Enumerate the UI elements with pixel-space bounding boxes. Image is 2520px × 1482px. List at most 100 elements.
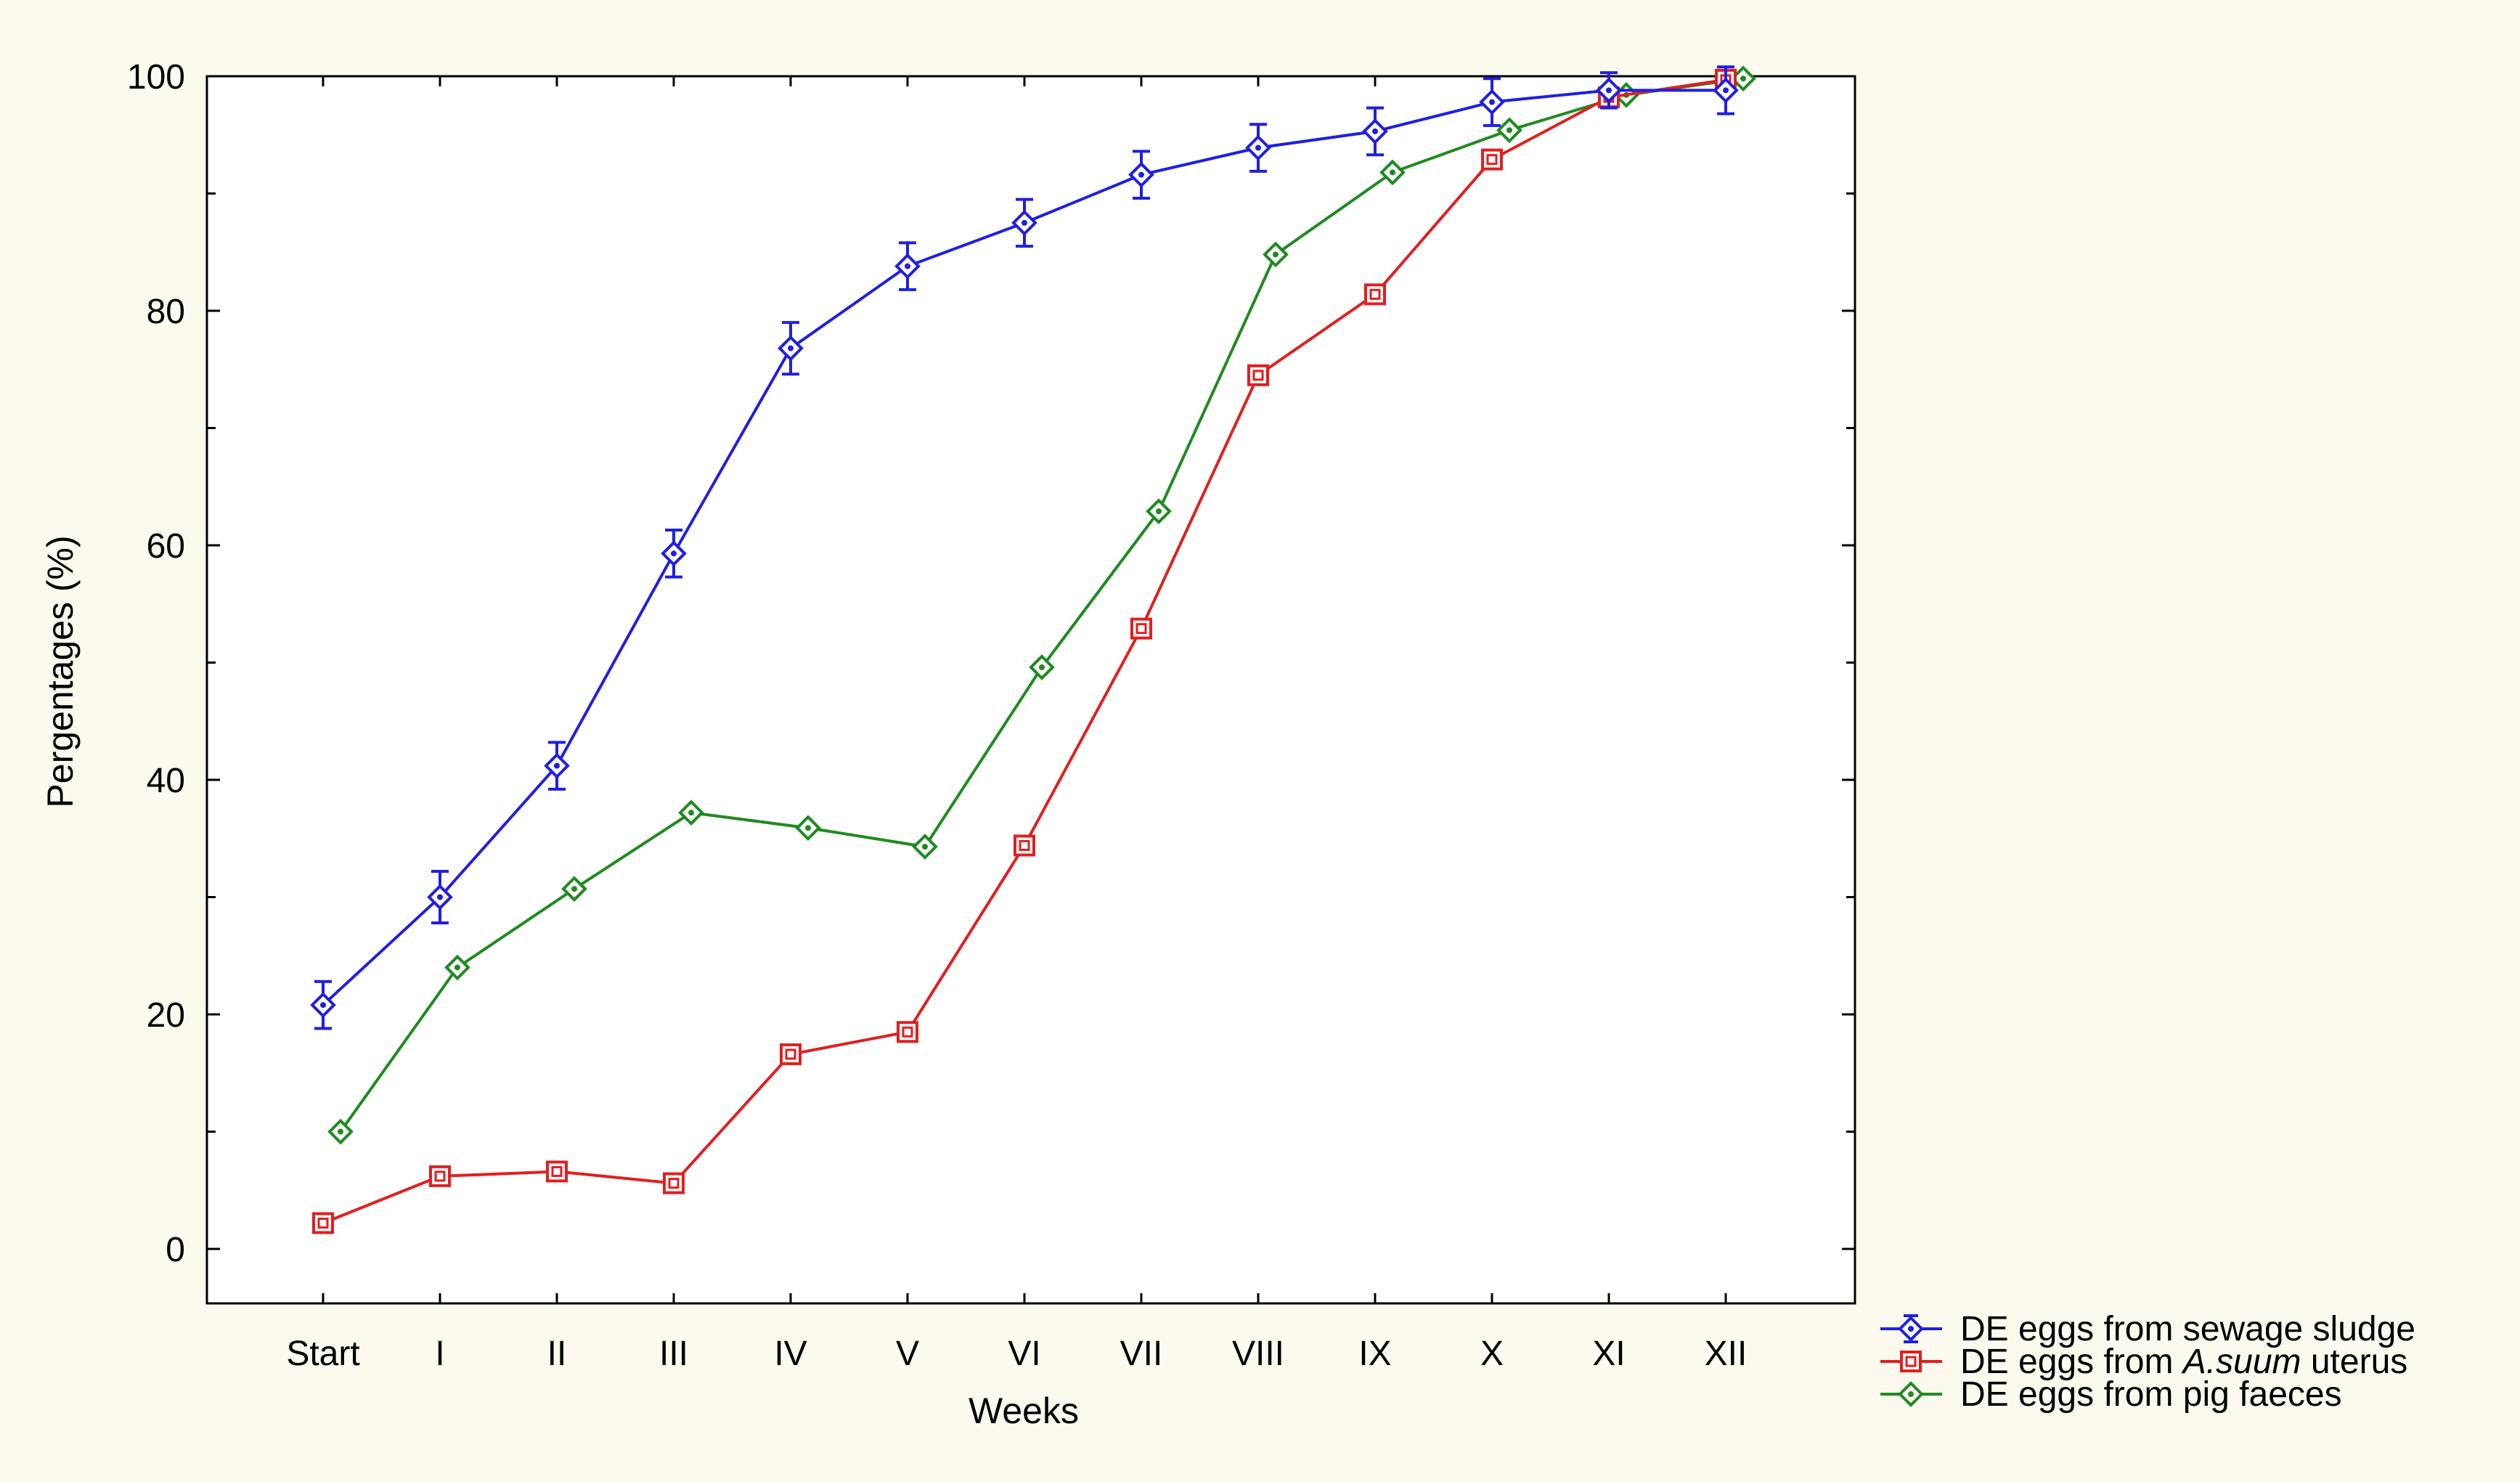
y-axis-title: Pergentages (%) [40, 535, 81, 807]
data-point [427, 884, 453, 911]
data-point [1379, 159, 1406, 186]
x-tick-label: XI [1592, 1335, 1625, 1373]
x-tick-label: Start [286, 1335, 359, 1373]
marker-dot [338, 1128, 343, 1135]
data-point [795, 815, 821, 842]
data-point [1245, 134, 1271, 161]
marker-dot [1908, 1391, 1914, 1397]
y-tick-label: 80 [147, 293, 185, 331]
x-tick-labels: Start I II III IV V VI VII VIII IX X XI XII [286, 1335, 1747, 1373]
marker-square-inner [668, 1178, 680, 1189]
x-tick-label: X [1480, 1335, 1504, 1373]
legend-marker [1900, 1351, 1922, 1372]
marker-square [1481, 148, 1503, 171]
x-tick-label: IV [774, 1335, 807, 1373]
marker-square [1014, 834, 1035, 857]
legend-label-part: DE eggs from [1960, 1343, 2183, 1381]
data-point [1011, 210, 1037, 236]
data-point [912, 834, 938, 860]
marker-dot [1390, 169, 1395, 176]
data-point [1362, 118, 1388, 144]
data-point [1128, 161, 1154, 188]
marker-square [1130, 617, 1152, 640]
marker-dot [1506, 127, 1512, 134]
legend-item-0: DE eggs from sewage sludge [1880, 1310, 2415, 1348]
x-tick-label: VI [1008, 1335, 1040, 1373]
data-point [327, 1118, 354, 1145]
marker-dot [805, 825, 811, 831]
x-tick-label: III [659, 1335, 688, 1373]
data-point [678, 799, 704, 826]
legend-label-part: A.suum [2181, 1343, 2301, 1381]
data-point [661, 540, 687, 567]
marker-square [780, 1043, 802, 1065]
data-point [544, 752, 570, 779]
legend-item-1: DE eggs from A.suum uterus [1880, 1343, 2407, 1381]
x-tick-label: IX [1358, 1335, 1391, 1373]
marker-square-inner [1486, 154, 1498, 166]
marker-dot [554, 762, 560, 769]
marker-dot [1723, 87, 1729, 94]
y-tick-label: 40 [147, 762, 185, 800]
marker-dot [1372, 128, 1378, 134]
x-tick-label: VIII [1232, 1335, 1284, 1373]
marker-dot [1606, 87, 1612, 94]
x-tick-label: I [435, 1335, 444, 1373]
data-point [1713, 77, 1739, 104]
legend-label: DE eggs from A.suum uterus [1960, 1343, 2407, 1381]
data-point [1146, 498, 1172, 524]
marker-dot [671, 550, 677, 557]
marker-square [897, 1021, 918, 1043]
plot-background [207, 76, 1855, 1303]
legend-marker [1898, 1316, 1924, 1342]
marker-square-inner [1905, 1356, 1917, 1367]
plot-border [205, 75, 1856, 1305]
series-0 [310, 65, 1739, 1030]
marker-square-inner [1135, 623, 1147, 635]
data-point [1130, 617, 1152, 640]
data-point [1029, 654, 1055, 680]
marker-dot [1740, 76, 1746, 82]
y-tick-label: 0 [166, 1231, 185, 1269]
marker-dot [788, 345, 794, 351]
legend-marker [1898, 1381, 1924, 1407]
marker-dot [1255, 144, 1261, 151]
data-point [1364, 283, 1386, 306]
marker-dot [1022, 219, 1027, 226]
marker-square-inner [317, 1217, 329, 1229]
marker-dot [922, 844, 928, 850]
data-point [897, 1021, 918, 1043]
data-point [1481, 148, 1503, 171]
legend-label: DE eggs from pig faeces [1960, 1375, 2342, 1414]
y-tick-label: 20 [147, 996, 185, 1035]
data-point [310, 992, 336, 1018]
x-tick-label: XII [1705, 1335, 1748, 1373]
marker-square-inner [551, 1165, 563, 1177]
x-tick-label: VII [1120, 1335, 1163, 1373]
marker-square-inner [785, 1049, 796, 1060]
marker-square [546, 1160, 568, 1183]
data-point [778, 335, 804, 362]
marker-dot [454, 964, 460, 971]
marker-dot [1138, 171, 1144, 178]
marker-square-inner [1252, 370, 1264, 381]
axis-ticks [207, 75, 1855, 1303]
plot-frame [205, 75, 1856, 1305]
marker-dot [1156, 508, 1162, 515]
legend-item-2: DE eggs from pig faeces [1880, 1375, 2342, 1414]
data-point [1496, 117, 1522, 144]
y-tick-label: 60 [147, 527, 185, 566]
data-point [663, 1172, 685, 1194]
marker-dot [320, 1002, 326, 1009]
marker-dot [1489, 99, 1495, 105]
marker-dot [571, 886, 577, 892]
data-point [312, 1212, 334, 1234]
data-point [444, 954, 470, 981]
x-tick-label: V [896, 1335, 919, 1373]
data-point [561, 876, 587, 903]
marker-dot [437, 894, 443, 900]
marker-dot [1039, 664, 1045, 670]
marker-square [1247, 364, 1269, 386]
